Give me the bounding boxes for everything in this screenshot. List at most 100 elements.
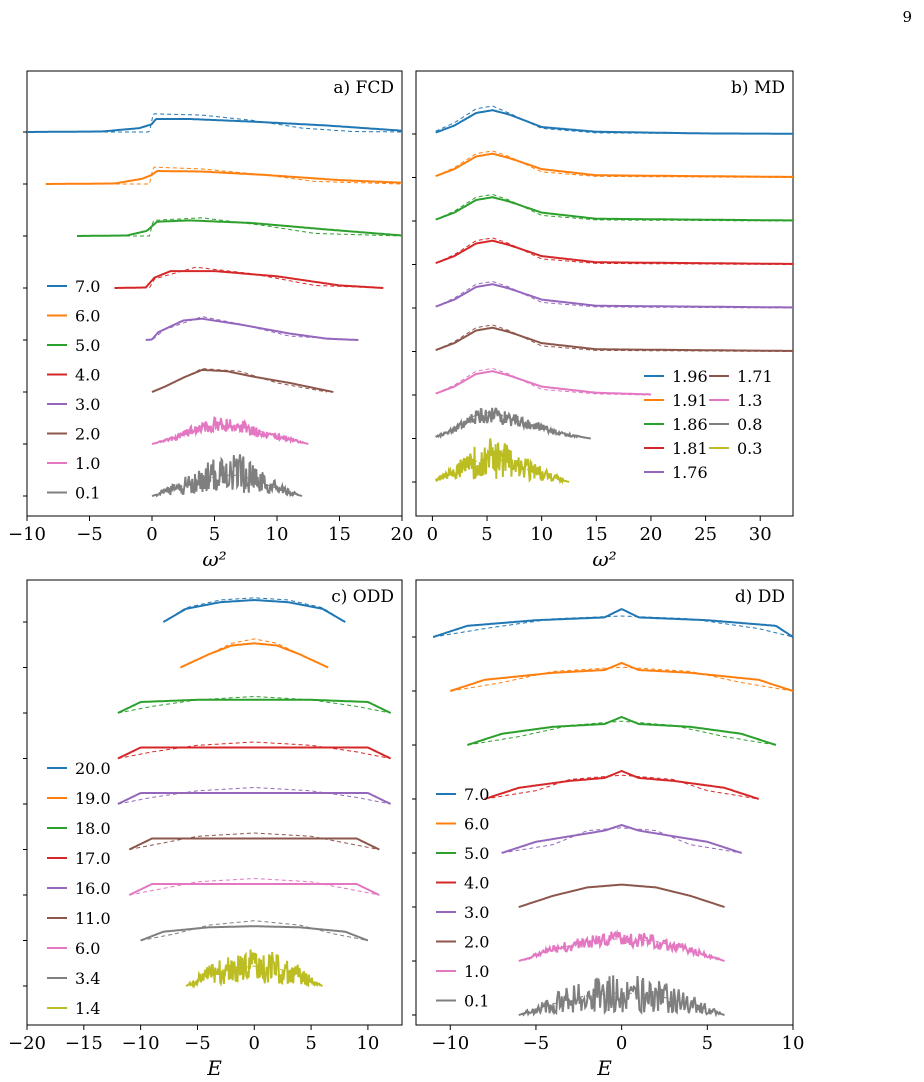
series-11-0-solid	[128, 837, 380, 851]
panel-4: −10 −5 0 5 10 Ed) DD 7.0 6.0 5.0 4.0 3.0 2.0 1.0 0.1	[412, 579, 805, 1080]
series-4-0-solid	[114, 270, 384, 289]
legend-label: 0.1	[75, 484, 100, 503]
series-4-0-dashed	[484, 774, 759, 800]
series-1-96-solid	[435, 109, 793, 135]
panel-frame	[26, 579, 403, 1026]
series-1-0-solid	[518, 929, 725, 962]
legend-label: 2.0	[464, 933, 489, 952]
legend-label: 5.0	[75, 336, 100, 355]
panel-3: −20 −15 −10 −5 0 5 10 Ec) ODD 20.0 19.0 18.0 17.0 16…	[8, 579, 403, 1080]
series-2-0-dashed	[518, 884, 725, 908]
legend-label: 19.0	[75, 789, 111, 808]
legend-label: 2.0	[75, 425, 100, 444]
legend-label: 1.0	[464, 962, 489, 981]
x-tick-label: 5	[305, 1033, 316, 1054]
series-20-0-dashed	[163, 597, 346, 623]
legend-label: 1.0	[75, 454, 100, 473]
x-tick-label: −20	[8, 1033, 46, 1054]
x-tick-label: 0	[427, 524, 438, 545]
legend-label: 3.0	[464, 903, 489, 922]
legend-label: 6.0	[75, 307, 100, 326]
series-11-0-dashed	[129, 832, 380, 850]
x-tick-label: 20	[391, 524, 414, 545]
series-19-0-dashed	[180, 638, 329, 668]
legend-label: 6.0	[75, 939, 100, 958]
legend-label: 4.0	[464, 874, 489, 893]
series-6-0-dashed	[129, 877, 380, 896]
series-0-3-solid	[434, 438, 570, 485]
legend-label: 1.76	[672, 463, 708, 482]
series-6-0-solid	[128, 883, 380, 896]
legend-label: 1.96	[672, 367, 708, 386]
x-tick-label: −10	[122, 1033, 160, 1054]
series-1-3-solid	[435, 370, 651, 396]
series-1-0-solid	[151, 415, 309, 445]
x-tick-label: −5	[523, 1033, 550, 1054]
x-tick-label: −5	[184, 1033, 211, 1054]
legend-label: 0.3	[737, 439, 762, 458]
x-tick-label: 0	[616, 1033, 627, 1054]
legend-label: 16.0	[75, 879, 111, 898]
legend-label: 0.8	[737, 415, 762, 434]
x-tick-label: −10	[431, 1033, 469, 1054]
panel-label: d) DD	[735, 587, 785, 607]
legend-label: 1.71	[737, 367, 773, 386]
legend-label: 3.4	[75, 969, 100, 988]
series-0-8-solid	[434, 407, 591, 440]
x-tick-label: 5	[481, 524, 492, 545]
legend: 1.96 1.91 1.86 1.81 1.76 1.71 1.3 0.8 0.3	[644, 367, 773, 482]
x-tick-label: 15	[585, 524, 608, 545]
legend-label: 11.0	[75, 909, 111, 928]
series-3-0-solid	[145, 317, 359, 341]
series-3-0-solid	[501, 823, 742, 854]
legend: 7.0 6.0 5.0 4.0 3.0 2.0 1.0 0.1	[436, 785, 489, 1011]
legend-label: 6.0	[464, 815, 489, 834]
legend-label: 1.3	[737, 391, 762, 410]
series-6-0-solid	[45, 170, 403, 185]
series-18-0-solid	[117, 698, 392, 714]
series-2-0-solid	[151, 368, 334, 393]
panel-frame	[415, 70, 794, 517]
page-number: 9	[902, 8, 912, 26]
legend-label: 1.4	[75, 999, 100, 1018]
series-1-71-solid	[435, 326, 793, 352]
series-7-0-dashed	[27, 113, 402, 133]
legend-label: 17.0	[75, 849, 111, 868]
series-1-76-solid	[435, 283, 793, 309]
x-tick-label: 5	[702, 1033, 713, 1054]
series-16-0-dashed	[117, 786, 391, 805]
x-axis-label: E	[206, 1056, 222, 1080]
series-3-0-dashed	[501, 827, 742, 854]
series-1-3-dashed	[435, 367, 651, 396]
x-tick-label: −15	[65, 1033, 103, 1054]
legend-label: 1.86	[672, 415, 708, 434]
series-16-0-solid	[117, 792, 392, 805]
panel-label: a) FCD	[333, 78, 394, 98]
x-axis-label: ω²	[202, 547, 226, 571]
series-3-4-dashed	[140, 920, 368, 941]
x-tick-label: 10	[266, 524, 289, 545]
legend-label: 4.0	[75, 366, 100, 385]
series-7-0-solid	[432, 608, 794, 638]
x-axis-label: E	[596, 1056, 612, 1080]
series-0-1-solid	[518, 975, 725, 1018]
x-tick-label: 10	[782, 1033, 805, 1054]
legend-label: 20.0	[75, 759, 111, 778]
series-3-4-solid	[140, 925, 369, 942]
x-tick-label: −10	[8, 524, 46, 545]
legend-label: 1.91	[672, 391, 708, 410]
panel-label: c) ODD	[331, 587, 394, 607]
x-tick-label: 15	[328, 524, 351, 545]
series-1-4-dashed	[185, 965, 323, 987]
series-4-0-solid	[484, 769, 760, 800]
series-5-0-dashed	[77, 217, 402, 237]
legend-label: 5.0	[464, 844, 489, 863]
series-3-0-dashed	[145, 316, 359, 341]
series-20-0-solid	[162, 598, 346, 623]
x-tick-label: 30	[749, 524, 772, 545]
legend-label: 1.81	[672, 439, 708, 458]
x-tick-label: 10	[530, 524, 553, 545]
series-2-0-solid	[518, 883, 725, 908]
x-tick-label: 20	[639, 524, 662, 545]
